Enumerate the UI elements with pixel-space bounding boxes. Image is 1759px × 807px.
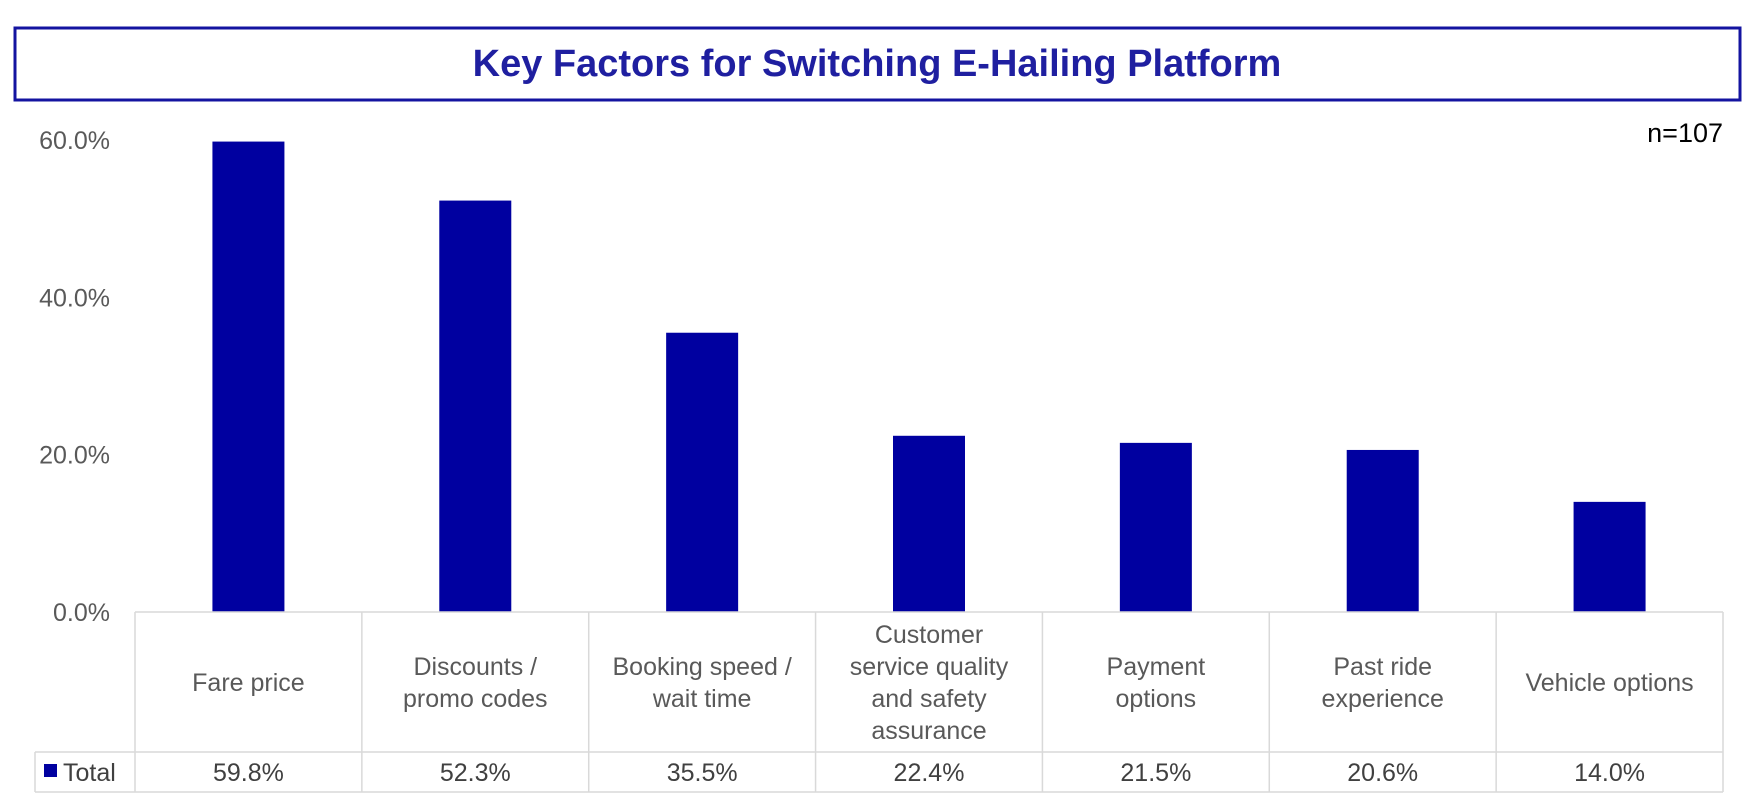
y-tick-label: 60.0% xyxy=(39,127,110,155)
category-label: Past ride experience xyxy=(1322,653,1444,713)
y-tick-label: 20.0% xyxy=(39,442,110,470)
data-label: 21.5% xyxy=(1120,759,1191,787)
category-label: Booking speed / wait time xyxy=(612,653,791,713)
y-axis: 0.0% 20.0% 40.0% 60.0% xyxy=(39,127,110,627)
data-label: 59.8% xyxy=(213,759,284,787)
bars xyxy=(212,141,1646,612)
category-label: Payment options xyxy=(1107,653,1206,713)
chart-title: Key Factors for Switching E-Hailing Plat… xyxy=(473,43,1282,85)
sample-size-note: n=107 xyxy=(1647,118,1723,148)
category-label: Vehicle options xyxy=(1525,669,1693,697)
bar xyxy=(1573,501,1646,612)
bar xyxy=(212,141,285,612)
data-label: 20.6% xyxy=(1347,759,1418,787)
bar xyxy=(439,200,512,612)
bar xyxy=(1119,442,1192,612)
category-label: Customer service quality and safety assuran… xyxy=(850,621,1009,745)
bar xyxy=(893,435,965,612)
y-tick-label: 40.0% xyxy=(39,284,110,312)
legend-swatch xyxy=(44,764,57,777)
data-label: 35.5% xyxy=(667,759,738,787)
category-label: Fare price xyxy=(192,669,305,697)
chart-title-box: Key Factors for Switching E-Hailing Plat… xyxy=(13,26,1742,102)
data-label: 52.3% xyxy=(440,759,511,787)
y-tick-label: 0.0% xyxy=(53,599,110,627)
data-table: Fare price Discounts / promo codes Booking … xyxy=(34,611,1724,793)
legend-label: Total xyxy=(63,759,116,787)
category-label: Discounts / promo codes xyxy=(403,653,548,713)
data-label: 14.0% xyxy=(1574,759,1645,787)
data-label: 22.4% xyxy=(894,759,965,787)
title-border xyxy=(13,26,1742,102)
bar xyxy=(1346,449,1419,612)
bar xyxy=(666,332,739,612)
